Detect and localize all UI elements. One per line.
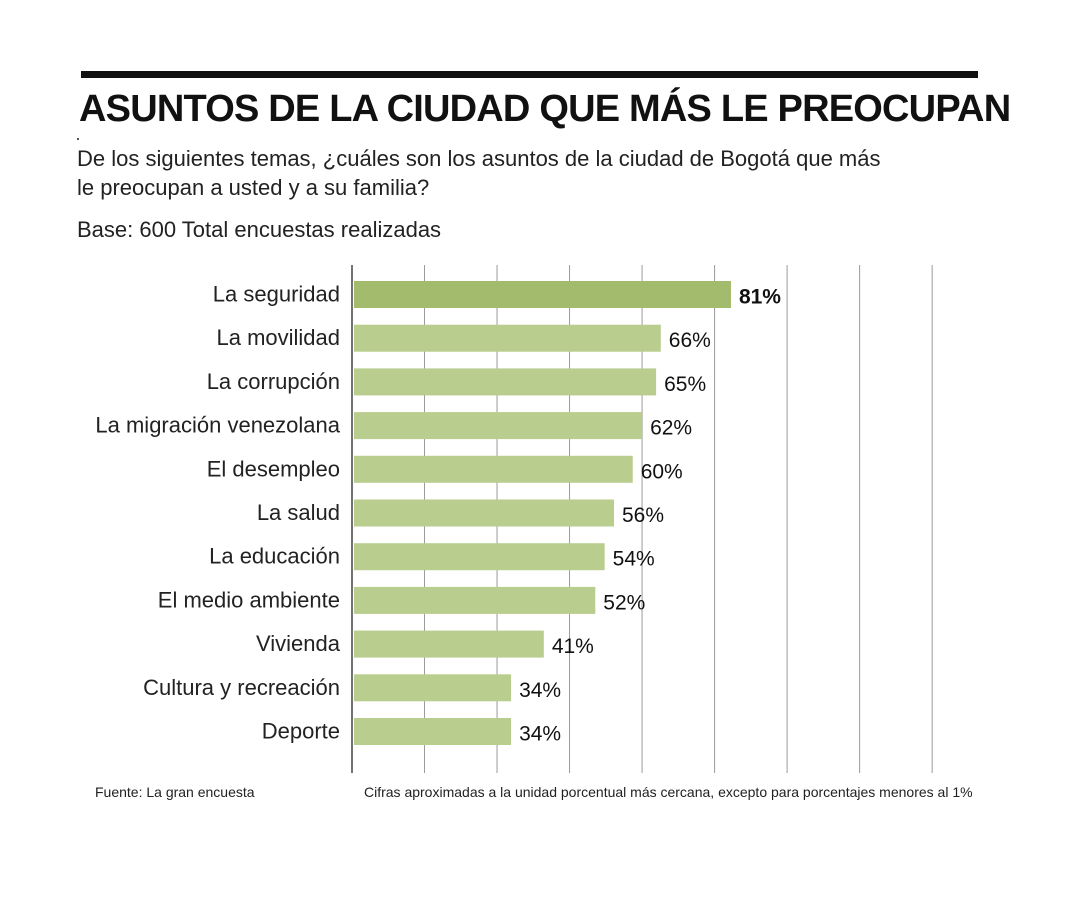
value-label-2: 66% xyxy=(669,329,711,352)
value-label-8: 52% xyxy=(603,591,645,614)
category-label-7: La educación xyxy=(209,544,340,569)
rounding-note: Cifras aproximadas a la unidad porcentua… xyxy=(364,784,973,800)
chart-title: ASUNTOS DE LA CIUDAD QUE MÁS LE PREOCUPA… xyxy=(79,88,1011,130)
bar-8 xyxy=(354,586,596,614)
sample-base: Base: 600 Total encuestas realizadas xyxy=(77,217,442,242)
value-label-11: 34% xyxy=(519,723,561,746)
bar-4 xyxy=(354,412,643,440)
value-label-1: 81% xyxy=(739,286,781,309)
top-rule xyxy=(81,71,978,78)
category-label-3: La corrupción xyxy=(207,369,340,394)
category-label-5: El desempleo xyxy=(207,456,340,481)
value-label-9: 41% xyxy=(552,635,594,658)
bar-9 xyxy=(354,630,544,658)
bar-2 xyxy=(354,324,661,352)
bar-7 xyxy=(354,543,605,571)
value-label-6: 56% xyxy=(622,504,664,527)
value-label-7: 54% xyxy=(613,548,655,571)
decorative-dot xyxy=(77,138,79,140)
value-label-10: 34% xyxy=(519,679,561,702)
category-label-4: La migración venezolana xyxy=(95,413,340,438)
value-label-3: 65% xyxy=(664,373,706,396)
bars xyxy=(354,281,731,745)
value-label-4: 62% xyxy=(650,417,692,440)
category-label-2: La movilidad xyxy=(216,325,340,350)
bar-11 xyxy=(354,718,512,745)
value-label-5: 60% xyxy=(641,460,683,483)
chart-subtitle: De los siguientes temas, ¿cuáles son los… xyxy=(77,146,881,200)
bar-1 xyxy=(354,281,731,308)
category-label-1: La seguridad xyxy=(213,282,340,307)
category-label-6: La salud xyxy=(257,500,340,525)
category-label-9: Vivienda xyxy=(256,631,341,656)
bar-3 xyxy=(354,368,657,396)
bar-6 xyxy=(354,499,614,527)
source-note: Fuente: La gran encuesta xyxy=(95,784,255,800)
category-label-11: Deporte xyxy=(262,719,340,744)
bar-5 xyxy=(354,455,633,483)
category-label-10: Cultura y recreación xyxy=(143,675,340,700)
bar-10 xyxy=(354,674,512,702)
labels: La seguridad 81% La movilidad 66% La corrupc… xyxy=(95,282,781,746)
category-label-8: El medio ambiente xyxy=(158,587,340,612)
